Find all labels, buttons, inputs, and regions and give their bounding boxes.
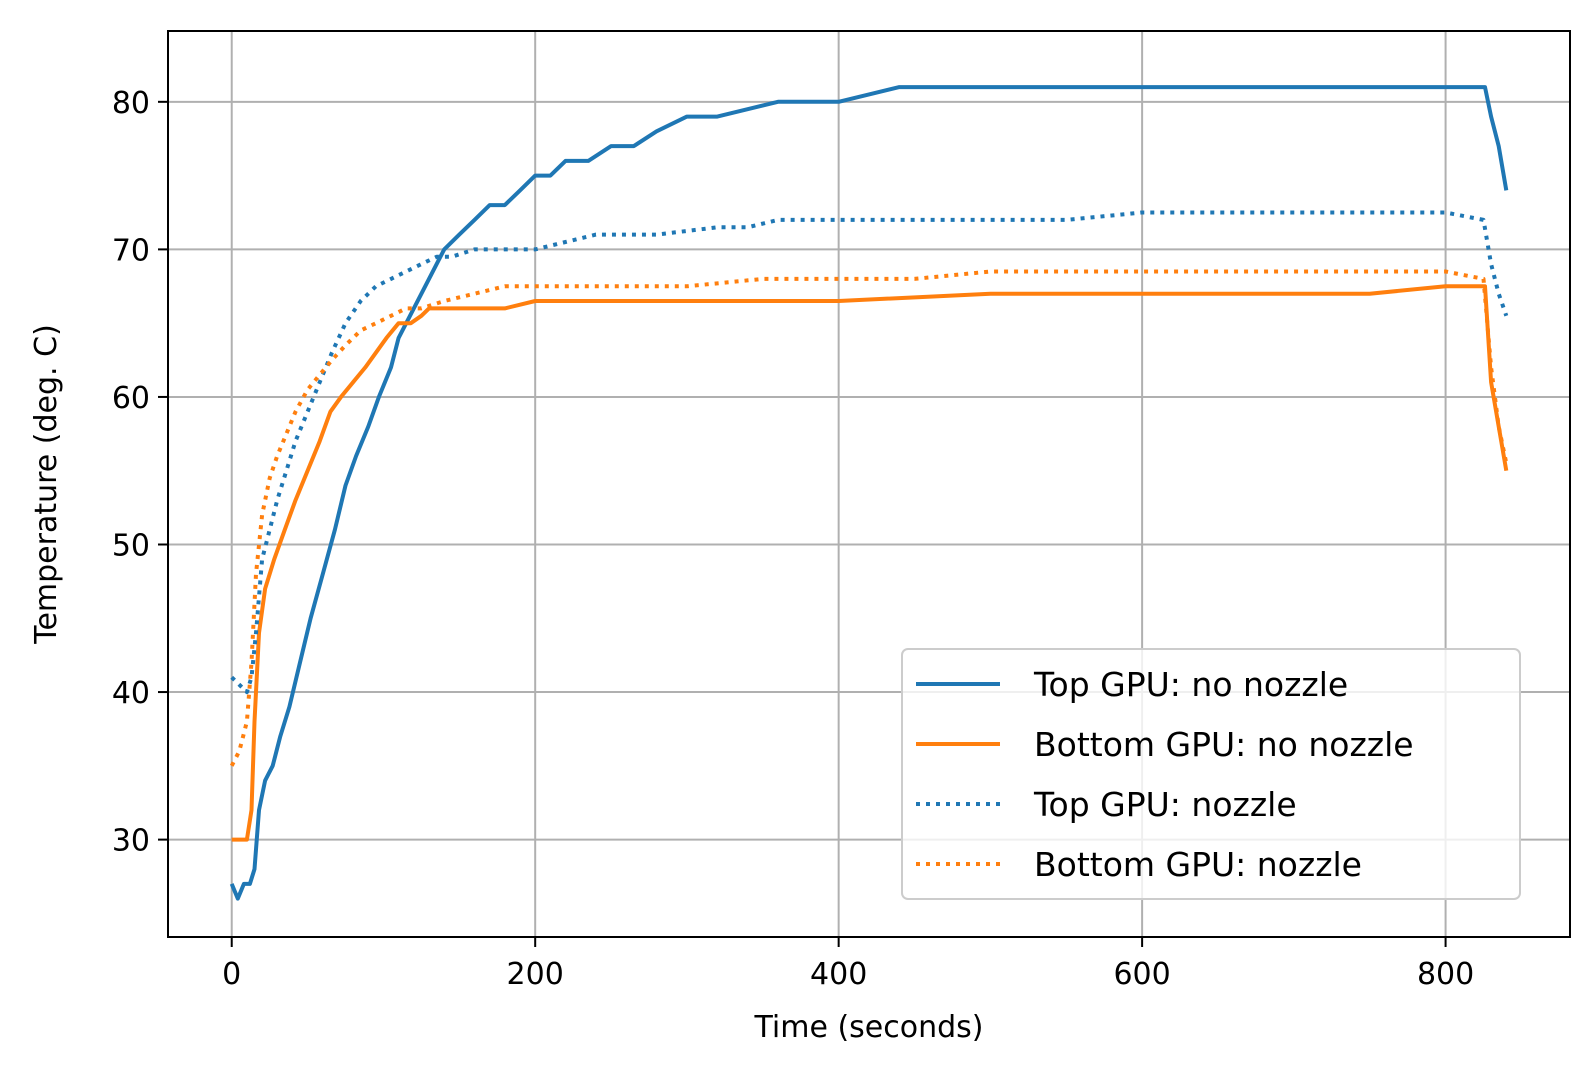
series-line-1 (229, 85, 1509, 901)
series-line-3 (230, 210, 1509, 695)
legend-box (901, 648, 1521, 900)
y-axis-label: Temperature (deg. C) (29, 324, 64, 645)
y-tick-label: 30 (112, 824, 150, 859)
legend: Top GPU: no nozzle Bottom GPU: no nozzle T… (901, 648, 1521, 900)
grid-lines (168, 31, 1570, 937)
y-tick-label: 80 (112, 86, 150, 121)
legend-label-4: Bottom GPU: nozzle (1034, 845, 1362, 884)
x-tick-label: 0 (222, 957, 241, 992)
y-tick-label: 50 (112, 528, 150, 563)
y-tick-label: 40 (112, 676, 150, 711)
x-tick-label: 400 (810, 957, 867, 992)
axis-ticks: 0 200 400 600 800 30 40 50 60 70 80 (112, 86, 1474, 992)
x-tick-label: 800 (1417, 957, 1474, 992)
x-tick-label: 200 (507, 957, 564, 992)
legend-label-3: Top GPU: nozzle (1033, 785, 1297, 824)
series-line-2 (231, 284, 1509, 842)
y-tick-label: 60 (112, 381, 150, 416)
legend-label-2: Bottom GPU: no nozzle (1034, 725, 1414, 764)
x-axis-label: Time (seconds) (754, 1010, 984, 1045)
x-tick-label: 600 (1113, 957, 1170, 992)
plot-frame (167, 30, 1571, 938)
y-tick-label: 70 (112, 233, 150, 268)
legend-label-1: Top GPU: no nozzle (1033, 665, 1348, 704)
series-layer (229, 85, 1509, 901)
